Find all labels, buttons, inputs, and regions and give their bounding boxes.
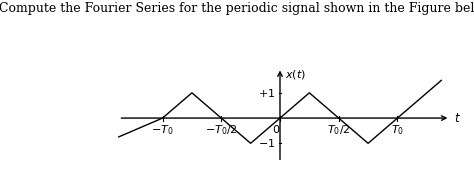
Text: $t$: $t$ bbox=[454, 112, 461, 125]
Text: $+1$: $+1$ bbox=[258, 87, 275, 99]
Text: $T_0$: $T_0$ bbox=[391, 123, 404, 137]
Text: $-T_0/2$: $-T_0/2$ bbox=[205, 123, 237, 137]
Text: $-1$: $-1$ bbox=[258, 137, 275, 149]
Text: $-T_0$: $-T_0$ bbox=[151, 123, 174, 137]
Text: $x(t)$: $x(t)$ bbox=[285, 68, 306, 81]
Text: 3.  Compute the Fourier Series for the periodic signal shown in the Figure below: 3. Compute the Fourier Series for the pe… bbox=[0, 2, 474, 15]
Text: $0$: $0$ bbox=[273, 123, 281, 135]
Text: $T_0/2$: $T_0/2$ bbox=[327, 123, 350, 137]
